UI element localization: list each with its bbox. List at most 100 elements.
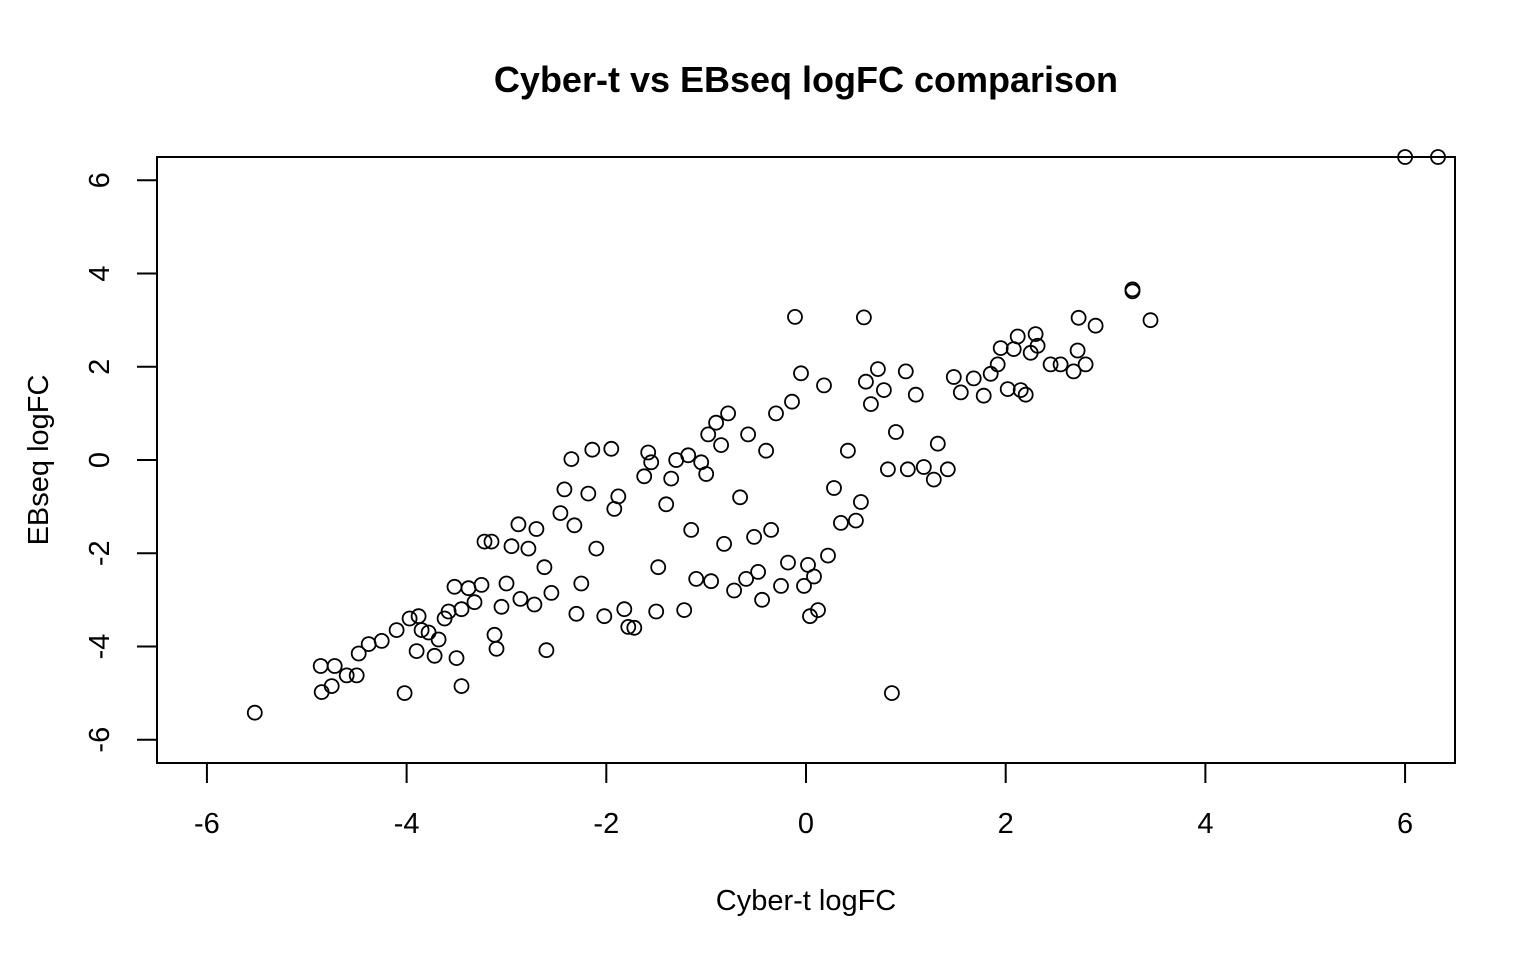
data-point [350,645,367,662]
data-point [568,605,585,622]
data-point [543,585,560,601]
x-axis: -6 -4 -2 0 2 4 6 [194,762,1413,840]
data-point [1070,309,1087,326]
data-point [401,610,418,627]
data-point [1009,328,1026,345]
data-point [520,540,537,557]
data-point [626,619,643,636]
x-tick-label: 2 [998,808,1014,840]
data-point [999,381,1016,398]
data-point [566,517,583,534]
data-point [573,575,590,592]
data-point [323,678,340,694]
y-tick-label: -4 [84,634,116,660]
data-point [246,704,263,721]
y-tick-label: 2 [84,359,116,375]
data-point [833,515,849,531]
data-point [726,582,742,599]
data-point [810,602,826,618]
data-point [596,608,613,625]
data-point [884,685,900,701]
data-point [476,533,493,550]
y-tick-label: 4 [84,265,116,281]
x-tick-label: -2 [593,808,619,840]
data-point [925,471,942,488]
data-point [732,489,748,506]
data-point [897,363,914,380]
data-points [246,149,1446,721]
data-point [975,387,992,404]
data-point [688,571,705,587]
data-point [720,405,736,422]
y-tick-label: -2 [84,540,116,566]
data-point [338,667,355,684]
data-point [816,377,832,394]
data-point [556,481,573,498]
data-point [698,466,715,482]
data-point [738,571,754,587]
data-point [708,414,724,431]
data-point [915,459,932,475]
y-tick-label: -6 [84,727,116,753]
data-point [636,468,653,485]
data-point [989,356,1006,373]
data-point [876,382,892,399]
data-point [716,536,732,552]
data-point [396,685,413,701]
data-point [426,647,443,664]
data-point [580,485,597,502]
data-point [848,512,864,529]
data-point [945,369,962,385]
data-point [965,370,982,387]
x-tick-label: 4 [1197,808,1213,840]
data-point [348,667,365,684]
data-point [1052,356,1069,373]
data-point [466,594,483,611]
data-point [763,522,779,538]
data-point [858,373,874,390]
data-point [826,480,842,496]
data-point [740,426,756,443]
data-point [648,603,665,620]
data-point [584,441,601,458]
data-point [1430,149,1446,165]
data-point [538,642,555,659]
data-point [453,678,470,694]
data-point [703,573,719,590]
data-point [663,470,680,487]
data-point [1027,326,1044,343]
data-point [1124,283,1141,300]
data-point [658,496,675,513]
data-point [1087,317,1104,334]
y-axis: -6 -4 -2 0 2 4 6 [84,172,158,753]
data-point [787,308,803,325]
data-point [784,393,800,410]
data-point [680,447,697,464]
data-point [448,650,465,666]
data-point [460,580,477,597]
data-point [483,533,500,550]
data-point [899,461,916,478]
data-point [796,578,812,594]
data-point [650,559,667,576]
data-point [413,622,430,638]
data-point [907,386,924,403]
data-point [512,591,529,607]
data-point [880,461,896,478]
data-point [773,578,789,594]
data-point [754,591,770,608]
data-point [446,578,463,595]
data-point [643,454,660,471]
data-point [1012,382,1029,399]
data-point [768,405,784,422]
data-point [820,547,836,564]
data-point [1029,337,1046,354]
x-tick-label: 0 [798,808,814,840]
data-point [312,658,329,674]
data-point [700,426,717,443]
data-point [526,596,543,613]
data-point [683,522,700,538]
data-point [552,505,569,521]
data-point [1142,312,1159,329]
